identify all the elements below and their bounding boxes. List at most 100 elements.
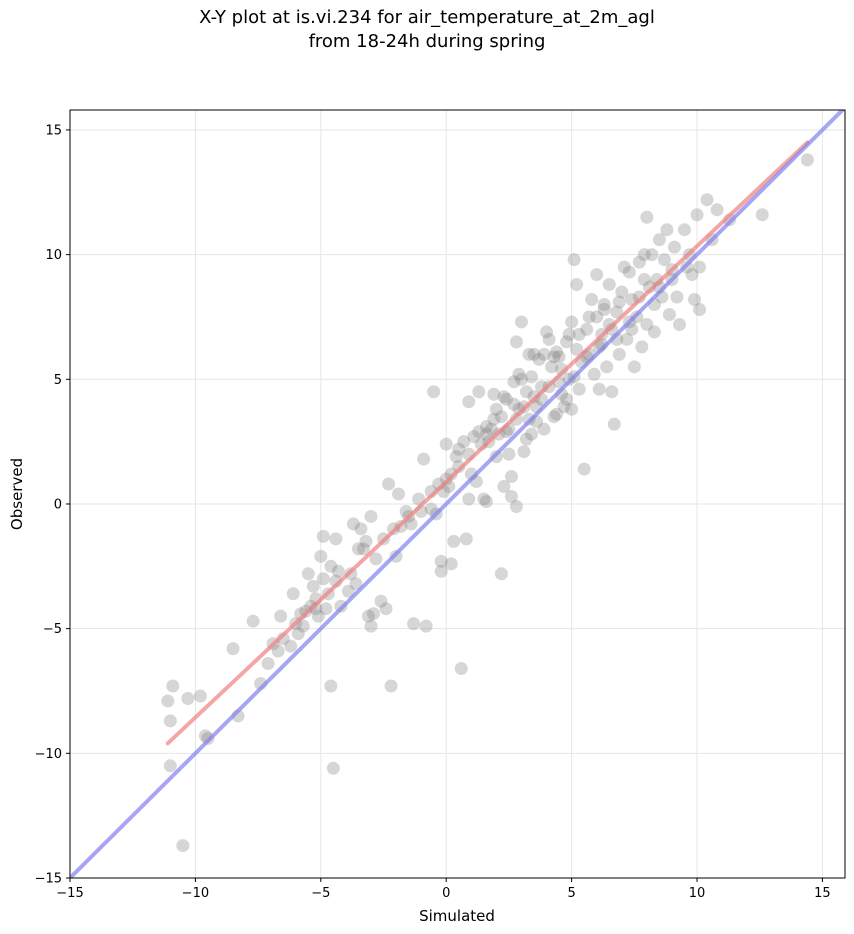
data-point [572,382,586,396]
data-point [637,248,651,262]
data-point [612,347,626,361]
data-point [163,714,177,728]
data-point [274,609,288,623]
data-point [354,522,368,536]
data-point [570,342,584,356]
data-point [404,517,418,531]
data-point [462,395,476,409]
data-point [607,417,621,431]
data-point [755,208,769,222]
data-point [640,317,654,331]
data-point [326,761,340,775]
data-point [587,367,601,381]
x-axis-ticks: −15 −10 −5 0 5 10 15 [56,878,831,901]
data-point [369,552,383,566]
data-point [562,327,576,341]
data-point [693,302,707,316]
data-point [677,223,691,237]
data-point [392,487,406,501]
data-point [652,233,666,247]
data-point [477,492,491,506]
data-point [261,657,275,671]
y-tick-label: 10 [45,248,62,263]
data-point [590,310,604,324]
x-tick-label: −10 [182,886,209,901]
data-point [700,193,714,207]
data-point [479,427,493,441]
data-point [449,450,463,464]
data-point [647,325,661,339]
data-point [514,372,528,386]
data-point [685,268,699,282]
x-tick-label: 0 [442,886,450,901]
data-point [585,293,599,307]
data-point [494,410,508,424]
data-point [657,253,671,267]
data-point [610,305,624,319]
data-point [296,619,310,633]
data-point [547,350,561,364]
data-point [509,499,523,513]
data-point [467,430,481,444]
data-point [361,609,375,623]
y-axis-ticks: −15 −10 −5 0 5 10 15 [35,123,70,887]
data-point [615,285,629,299]
data-point [537,422,551,436]
data-point [688,293,702,307]
data-point [605,322,619,336]
data-point [457,435,471,449]
data-point [271,644,285,658]
data-point [499,392,513,406]
y-tick-label: −5 [43,622,62,637]
data-point [364,619,378,633]
data-point [359,534,373,548]
data-point [672,317,686,331]
data-point [324,559,338,573]
data-point [407,617,421,631]
data-point [417,452,431,466]
data-point [632,255,646,269]
data-point [497,480,511,494]
data-point [507,375,521,389]
data-point [550,407,564,421]
data-point [346,517,360,531]
x-axis-label: Simulated [419,907,495,925]
data-point [519,385,533,399]
data-point [329,532,343,546]
data-point [602,278,616,292]
x-tick-label: 15 [814,886,831,901]
data-point [311,609,325,623]
data-point [640,210,654,224]
x-tick-label: 5 [567,886,575,901]
y-tick-label: −15 [35,872,62,887]
data-point [600,360,614,374]
reference-lines [70,110,845,878]
data-point [710,203,724,217]
data-point [557,400,571,414]
chart-title-line-2: from 18-24h during spring [308,31,546,52]
data-point [366,607,380,621]
x-tick-label: 10 [689,886,706,901]
data-point [444,557,458,571]
data-point [667,240,681,254]
data-point [291,627,305,641]
x-tick-label: −15 [56,886,83,901]
data-point [452,442,466,456]
data-point [462,492,476,506]
data-point [800,153,814,167]
data-point [514,315,528,329]
data-point [176,839,190,853]
data-point [454,662,468,676]
data-point [502,447,516,461]
data-point [550,345,564,359]
data-point [690,208,704,222]
data-point [592,382,606,396]
data-point [166,679,180,693]
data-point [419,619,433,633]
data-point [512,367,526,381]
data-point [517,445,531,459]
data-point [487,412,501,426]
y-tick-label: −10 [35,747,62,762]
data-point [379,602,393,616]
data-point [612,295,626,309]
